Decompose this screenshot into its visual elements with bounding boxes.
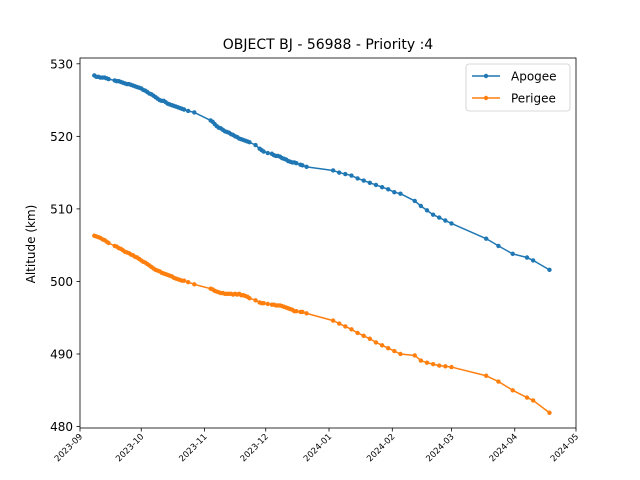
apogee-point — [496, 243, 501, 249]
legend-marker-apogee — [483, 73, 489, 79]
plot-area — [92, 73, 552, 415]
apogee-point — [379, 184, 385, 190]
apogee-point — [398, 191, 403, 196]
perigee-point — [547, 410, 552, 415]
y-tick-label: 490 — [50, 348, 73, 362]
legend-marker-perigee — [483, 95, 489, 101]
y-tick-label: 500 — [50, 275, 73, 289]
apogee-point — [430, 212, 436, 217]
apogee-point — [330, 168, 336, 173]
apogee-point — [261, 149, 266, 154]
perigee-point — [418, 358, 424, 363]
apogee-point — [437, 215, 442, 220]
perigee-point — [192, 282, 197, 287]
perigee-point — [265, 301, 270, 307]
perigee-point — [253, 298, 258, 303]
perigee-point — [349, 327, 354, 332]
perigee-point — [398, 351, 403, 357]
perigee-point — [181, 278, 187, 283]
apogee-point — [367, 180, 373, 185]
perigee-point — [337, 321, 342, 326]
apogee-point — [443, 218, 448, 223]
apogee-point — [294, 161, 299, 166]
perigee-point — [496, 379, 501, 384]
perigee-point — [392, 348, 397, 354]
apogee-point — [530, 258, 536, 263]
perigee-point — [424, 360, 430, 365]
y-tick-label: 510 — [50, 202, 73, 216]
perigee-point — [330, 318, 336, 323]
perigee-point — [355, 330, 360, 336]
perigee-point — [443, 364, 448, 369]
perigee-point — [261, 301, 266, 306]
apogee-point — [373, 182, 379, 188]
perigee-point — [430, 361, 436, 367]
perigee-point — [483, 373, 489, 378]
perigee-point — [185, 279, 191, 285]
perigee-point — [379, 343, 385, 348]
perigee-point — [361, 333, 366, 339]
apogee-point — [304, 164, 309, 170]
apogee-point — [300, 163, 305, 168]
perigee-point — [449, 364, 454, 370]
perigee-point — [247, 295, 252, 301]
apogee-point — [510, 251, 515, 257]
perigee-point — [386, 346, 391, 351]
perigee-point — [524, 395, 530, 400]
perigee-point — [510, 388, 515, 393]
series-perigee — [92, 233, 552, 415]
legend-label-perigee: Perigee — [511, 92, 556, 106]
apogee-point — [424, 208, 430, 213]
apogee-point — [343, 171, 348, 177]
perigee-point — [373, 340, 379, 345]
perigee-point — [343, 324, 348, 329]
apogee-point — [418, 203, 424, 209]
perigee-point — [304, 311, 309, 316]
perigee-point — [367, 336, 373, 341]
apogee-point — [247, 139, 252, 145]
apogee-point — [386, 187, 391, 192]
y-tick-label: 520 — [50, 130, 73, 144]
apogee-point — [524, 255, 530, 260]
apogee-point — [547, 267, 552, 273]
apogee-point — [355, 176, 360, 181]
y-tick-label: 530 — [50, 57, 73, 71]
apogee-point — [392, 190, 397, 195]
apogee-point — [181, 107, 187, 112]
perigee-point — [300, 309, 305, 315]
apogee-point — [192, 110, 197, 115]
axes-frame — [79, 57, 577, 429]
legend: Apogee Perigee — [465, 63, 571, 112]
apogee-point — [449, 221, 454, 226]
apogee-point — [361, 178, 366, 183]
perigee-point — [294, 309, 299, 314]
apogee-point — [483, 236, 489, 241]
legend-label-apogee: Apogee — [511, 70, 557, 84]
chart-title: OBJECT BJ - 56988 - Priority :4 — [223, 37, 434, 53]
apogee-point — [185, 108, 191, 114]
perigee-point — [106, 240, 111, 246]
apogee-point — [265, 150, 270, 156]
apogee-point — [253, 142, 258, 148]
perigee-point — [437, 363, 442, 368]
apogee-point — [412, 198, 417, 204]
perigee-point — [412, 353, 417, 358]
y-axis-label: Altitude (km) — [24, 205, 38, 284]
y-axis: 480 490 500 510 520 530 — [50, 57, 80, 434]
perigee-point — [530, 398, 536, 403]
apogee-point — [349, 173, 354, 178]
apogee-point — [337, 170, 342, 175]
apogee-point — [106, 76, 111, 82]
y-tick-label: 480 — [50, 420, 73, 434]
series-apogee — [92, 73, 552, 273]
